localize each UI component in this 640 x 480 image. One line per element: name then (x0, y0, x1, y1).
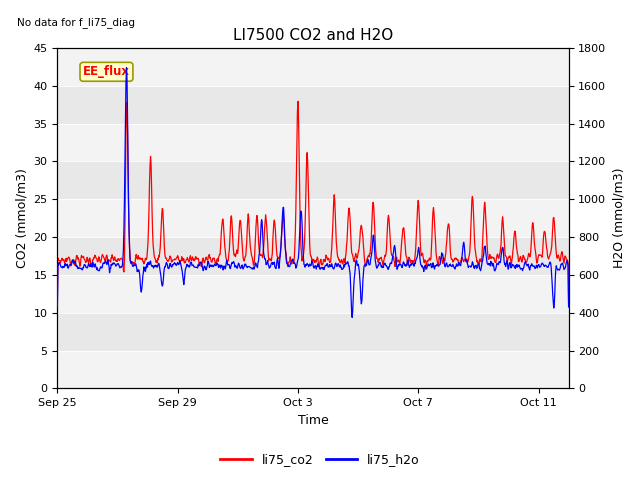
X-axis label: Time: Time (298, 414, 328, 427)
Y-axis label: CO2 (mmol/m3): CO2 (mmol/m3) (15, 168, 28, 268)
Title: LI7500 CO2 and H2O: LI7500 CO2 and H2O (233, 28, 393, 43)
Text: EE_flux: EE_flux (83, 65, 130, 78)
Bar (58, 124, 568, 161)
Legend: li75_co2, li75_h2o: li75_co2, li75_h2o (215, 448, 425, 471)
Bar (58, 350, 568, 388)
Bar (58, 48, 568, 86)
Bar (58, 199, 568, 237)
Y-axis label: H2O (mmol/m3): H2O (mmol/m3) (612, 168, 625, 268)
Text: No data for f_li75_diag: No data for f_li75_diag (17, 17, 134, 28)
Bar (58, 275, 568, 312)
